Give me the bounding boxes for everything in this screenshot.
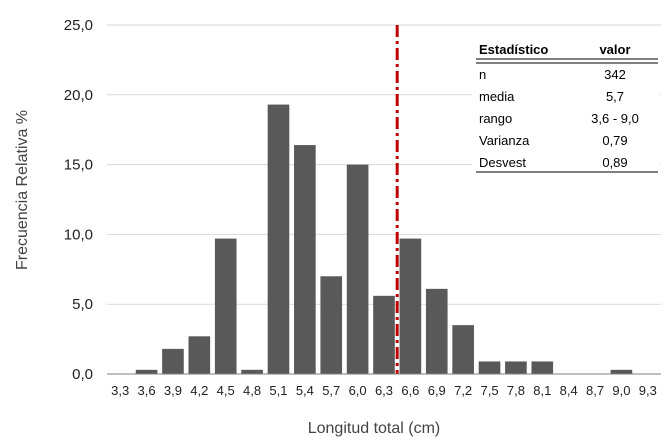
bar — [399, 238, 422, 374]
stats-row-label: n — [479, 67, 486, 82]
x-tick-label: 9,3 — [639, 383, 657, 398]
x-tick-label: 6,0 — [349, 383, 367, 398]
x-tick-label: 5,7 — [322, 383, 340, 398]
stats-row-label: Desvest — [479, 155, 526, 170]
stats-header-value: valor — [599, 42, 630, 57]
x-tick-label: 9,0 — [612, 383, 630, 398]
stats-row-label: media — [479, 89, 515, 104]
bar — [346, 164, 369, 374]
bar — [505, 361, 527, 374]
stats-row-value: 5,7 — [606, 89, 624, 104]
y-tick-labels: 0,0 5,0 10,0 15,0 20,0 25,0 — [64, 17, 93, 383]
x-tick-label: 8,1 — [533, 383, 551, 398]
stats-row-label: rango — [479, 111, 512, 126]
y-tick-label: 15,0 — [64, 157, 93, 174]
stats-table-background — [472, 30, 660, 178]
bar — [162, 348, 184, 374]
x-tick-label: 7,5 — [480, 383, 498, 398]
x-axis-title: Longitud total (cm) — [308, 420, 441, 437]
bar — [478, 361, 501, 374]
x-tick-label: 3,3 — [111, 383, 129, 398]
stats-row-value: 342 — [604, 67, 626, 82]
x-tick-label: 4,2 — [190, 383, 208, 398]
x-tick-label: 4,5 — [217, 383, 235, 398]
bar — [610, 369, 633, 374]
x-tick-label: 7,8 — [507, 383, 525, 398]
x-tick-label: 8,4 — [560, 383, 578, 398]
stats-header-label: Estadístico — [479, 42, 548, 57]
x-tick-label: 6,3 — [375, 383, 393, 398]
x-tick-label: 8,7 — [586, 383, 604, 398]
x-tick-label: 7,2 — [454, 383, 472, 398]
stats-row-value: 3,6 - 9,0 — [591, 111, 639, 126]
y-tick-label: 25,0 — [64, 17, 93, 34]
y-axis-title: Frecuencia Relativa % — [14, 110, 31, 270]
stats-row-value: 0,89 — [602, 155, 627, 170]
bar — [214, 238, 237, 374]
x-tick-label: 3,6 — [138, 383, 156, 398]
x-tick-label: 6,6 — [401, 383, 419, 398]
y-tick-label: 5,0 — [72, 296, 93, 313]
x-tick-label: 5,4 — [296, 383, 314, 398]
bars — [135, 104, 633, 375]
bar — [267, 104, 290, 375]
stats-row-value: 0,79 — [602, 133, 627, 148]
y-tick-label: 0,0 — [72, 366, 93, 383]
bar — [373, 295, 395, 374]
x-tick-label: 5,1 — [269, 383, 287, 398]
bar — [188, 336, 211, 374]
x-tick-label: 4,8 — [243, 383, 261, 398]
stats-table: Estadístico valor n 342 media 5,7 rango … — [472, 30, 660, 178]
bar — [425, 288, 448, 374]
bar — [135, 369, 158, 374]
y-tick-label: 10,0 — [64, 226, 93, 243]
y-tick-label: 20,0 — [64, 87, 93, 104]
x-tick-label: 6,9 — [428, 383, 446, 398]
bar — [320, 276, 343, 374]
x-tick-label: 3,9 — [164, 383, 182, 398]
bar — [531, 361, 554, 374]
stats-row-label: Varianza — [479, 133, 530, 148]
x-tick-labels: 3,3 3,6 3,9 4,2 4,5 4,8 5,1 5,4 5,7 6,0 6,3 6,6 6,9 7… — [111, 383, 657, 398]
bar — [241, 369, 263, 374]
bar — [452, 325, 474, 374]
bar — [294, 145, 316, 374]
